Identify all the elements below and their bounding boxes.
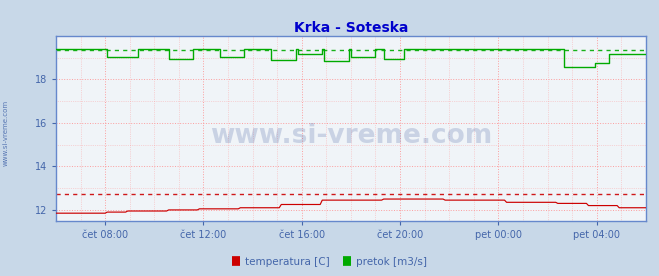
Legend: temperatura [C], pretok [m3/s]: temperatura [C], pretok [m3/s] (227, 253, 432, 271)
Text: www.si-vreme.com: www.si-vreme.com (2, 99, 9, 166)
Text: www.si-vreme.com: www.si-vreme.com (210, 123, 492, 149)
Title: Krka - Soteska: Krka - Soteska (294, 21, 408, 35)
